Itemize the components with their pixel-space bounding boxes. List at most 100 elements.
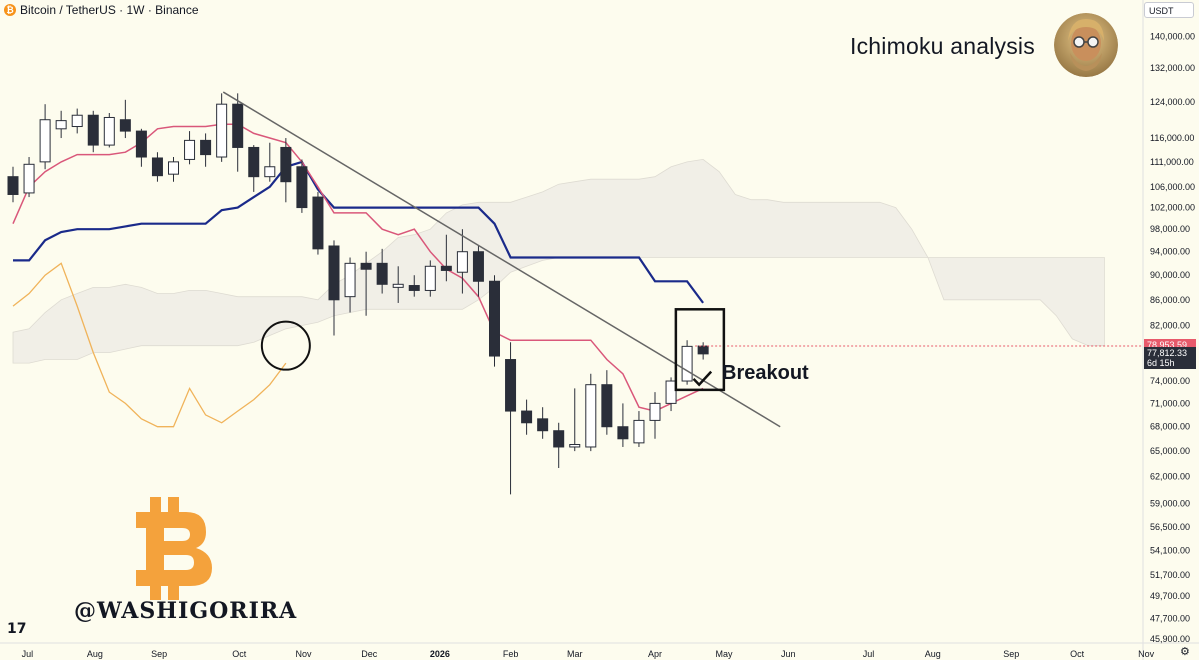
breakout-box [674,308,726,392]
time-tick-label: Mar [567,649,583,659]
candle-body [55,120,67,130]
overlay-title: Ichimoku analysis [850,33,1035,59]
candle [103,113,115,148]
candle [649,392,661,439]
candle [151,152,163,182]
price-tick-label: 51,700.00 [1150,570,1190,580]
time-tick-label: May [715,649,733,659]
candle [472,245,484,297]
currency-selector[interactable]: USDT [1144,2,1194,18]
time-tick-label: Aug [925,649,941,659]
candle [184,131,196,165]
candle-body [39,119,51,163]
bitcoin-logo [136,497,212,600]
symbol-label: Bitcoin / TetherUS · 1W · Binance [20,3,199,17]
candle-body [617,426,629,440]
candle-body [280,146,292,183]
author-handle: @WASHIGORIRA [74,598,298,624]
price-tick-label: 45,900.00 [1150,634,1190,644]
time-tick-label: Sep [1003,649,1019,659]
time-tick-label: 2026 [430,649,450,659]
candle [39,104,51,170]
candle-body [537,418,549,432]
candle-body [376,262,388,285]
price-tick-label: 132,000.00 [1150,63,1195,73]
price-tick-label: 106,000.00 [1150,182,1195,192]
candle [392,266,404,303]
time-tick-label: Oct [1070,649,1085,659]
candle [408,275,420,297]
candle [681,340,693,385]
candle-body [87,114,99,146]
price-tick-label: 59,000.00 [1150,499,1190,509]
candle [119,99,131,139]
btc-b-glyph [136,512,212,586]
candle [23,157,35,198]
cloud-area [12,158,1105,364]
close-price: 77,812.33 [1147,348,1188,358]
candle [376,248,388,294]
candle [537,407,549,439]
time-tick-label: Oct [232,649,247,659]
kijun-sen-line [13,160,704,304]
candle-body [216,103,228,158]
candle-body [569,444,581,448]
btc-top-stroke-right [168,497,179,519]
candle-body [312,196,324,250]
breakout-label: Breakout [722,362,809,384]
candle [296,159,308,213]
candle-body [103,116,115,146]
settings-gear-icon[interactable]: ⚙ [1180,646,1190,658]
candle [617,403,629,447]
price-tick-label: 102,000.00 [1150,203,1195,213]
price-tick-label: 74,000.00 [1150,376,1190,386]
candle [232,93,244,172]
candle-body [585,384,597,448]
candle [264,142,276,182]
symbol-header[interactable]: ₿ Bitcoin / TetherUS · 1W · Binance [4,2,199,18]
time-tick-label: Jul [863,649,875,659]
chikou-cross-circle [260,320,311,371]
price-tick-label: 71,000.00 [1150,398,1190,408]
candle-body [296,166,308,209]
candle-body [168,161,179,175]
candle-body [553,430,565,448]
candle-body [681,345,693,382]
price-tick-label: 94,000.00 [1150,247,1190,257]
candle-body [232,103,244,148]
tradingview-logo-icon[interactable]: 17 [7,621,27,637]
candle-body [472,251,484,282]
candle [200,133,212,167]
candle-body [23,163,35,194]
price-tick-label: 65,000.00 [1150,446,1190,456]
time-tick-label: Nov [295,649,312,659]
price-tick-label: 62,000.00 [1150,472,1190,482]
candle [521,399,533,435]
candle [280,138,292,203]
candle [87,110,99,153]
price-tick-label: 124,000.00 [1150,97,1195,107]
candle-body [408,285,420,291]
candle [216,93,228,162]
candle-body [71,114,83,128]
candle [328,240,340,336]
ichimoku-cloud [12,158,1105,364]
candle [55,110,67,139]
candle [360,251,372,316]
price-tick-label: 140,000.00 [1150,31,1195,41]
candle [553,422,565,469]
candle-body [456,251,468,273]
candle-body [697,345,709,355]
candle-body [601,384,613,428]
time-tick-label: Jul [22,649,34,659]
btc-bottom-stroke-left [150,578,161,600]
candle [71,108,83,134]
candle-body [665,380,677,404]
checkmark-icon [692,370,713,387]
price-tick-label: 111,000.00 [1150,157,1194,167]
time-tick-label: Dec [361,649,378,659]
candle [569,388,581,452]
price-tick-label: 68,000.00 [1150,422,1190,432]
candle-body [264,166,276,178]
